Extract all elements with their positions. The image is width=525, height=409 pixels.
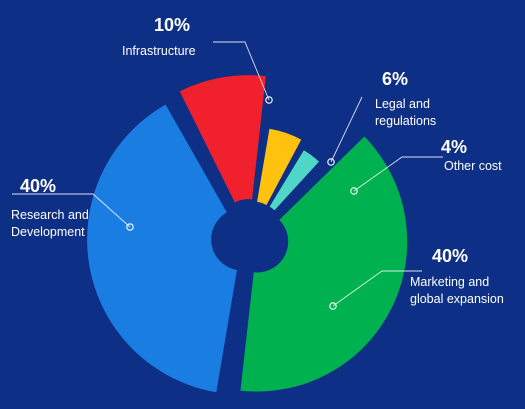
slice-other-cost <box>269 150 320 211</box>
slices-group <box>87 75 408 393</box>
leader-line-marketing-and-global-expansion <box>332 270 422 307</box>
leader-dot-marketing-and-global-expansion <box>329 302 337 310</box>
value-label-other-cost: 4% <box>441 137 467 157</box>
value-label-research-and-development: 40% <box>20 176 56 196</box>
category-label-legal-and-regulations: Legal and regulations <box>375 97 436 128</box>
leader-line-research-and-development <box>12 193 131 228</box>
leader-dot-legal-and-regulations <box>327 158 335 166</box>
category-label-marketing-and-global-expansion: Marketing and global expansion <box>410 275 504 306</box>
category-label-infrastructure: Infrastructure <box>122 44 196 58</box>
leader-dot-research-and-development <box>126 223 134 231</box>
leader-line-other-cost <box>353 156 443 192</box>
leader-line-legal-and-regulations <box>330 96 363 163</box>
slice-research-and-development <box>87 104 237 393</box>
leader-dot-other-cost <box>350 187 358 195</box>
slice-marketing-and-global-expansion <box>240 136 408 392</box>
value-label-marketing-and-global-expansion: 40% <box>432 246 468 266</box>
category-label-other-cost: Other cost <box>444 159 502 173</box>
value-label-infrastructure: 10% <box>154 15 190 35</box>
leader-dot-infrastructure <box>265 96 273 104</box>
leader-line-infrastructure <box>213 41 270 101</box>
slice-legal-and-regulations <box>257 128 302 205</box>
slice-infrastructure <box>179 75 266 203</box>
donut-hole <box>220 208 280 268</box>
value-label-legal-and-regulations: 6% <box>382 69 408 89</box>
category-label-research-and-development: Research and Development <box>11 208 89 239</box>
